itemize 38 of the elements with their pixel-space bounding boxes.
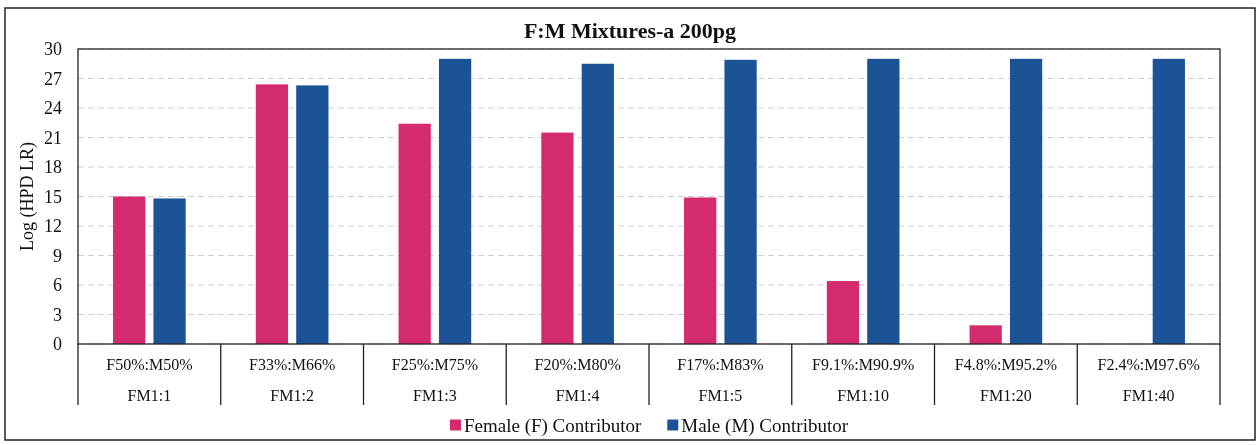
bar xyxy=(867,58,900,344)
bar xyxy=(1152,58,1185,344)
y-tick-label: 3 xyxy=(53,304,62,325)
y-tick-label: 6 xyxy=(53,275,62,296)
bar xyxy=(969,325,1002,344)
x-tick-label: F4.8%:M95.2% FM1:20 xyxy=(954,356,1057,404)
y-tick-label: 21 xyxy=(44,127,62,148)
y-tick-label: 9 xyxy=(53,245,62,266)
bar xyxy=(398,123,431,344)
x-tick-label: F33%:M66% FM1:2 xyxy=(249,356,336,404)
bar xyxy=(113,196,146,344)
y-tick-label: 27 xyxy=(44,68,62,89)
y-axis-title: Log (HPD LR) xyxy=(17,142,39,251)
chart-title: F:M Mixtures-a 200pg xyxy=(523,18,737,43)
bar xyxy=(724,59,757,344)
bar xyxy=(826,281,860,344)
bar xyxy=(1009,58,1043,344)
x-tick-label: F9.1%:M90.9% FM1:10 xyxy=(812,356,915,404)
x-tick-label: F17%:M83% FM1:5 xyxy=(677,356,764,404)
y-tick-label: 0 xyxy=(53,334,62,355)
bar xyxy=(438,58,472,344)
bar xyxy=(684,197,717,344)
y-tick-label: 30 xyxy=(44,39,62,60)
bar xyxy=(255,84,289,344)
y-tick-label: 15 xyxy=(44,186,62,207)
legend-label: Male (M) Contributor xyxy=(681,414,849,437)
x-tick-label: F50%:M50% FM1:1 xyxy=(106,356,193,404)
y-tick-label: 12 xyxy=(44,216,62,237)
bar xyxy=(581,63,614,344)
y-tick-label: 18 xyxy=(44,157,62,178)
x-tick-label: F20%:M80% FM1:4 xyxy=(534,356,621,404)
legend-label: Female (F) Contributor xyxy=(463,414,642,437)
bar xyxy=(153,198,186,344)
y-tick-label: 24 xyxy=(44,98,62,119)
x-tick-label: F25%:M75% FM1:3 xyxy=(391,356,478,404)
bar xyxy=(541,132,574,344)
x-tick-label: F2.4%:M97.6% FM1:40 xyxy=(1097,356,1200,404)
bar xyxy=(296,85,329,344)
